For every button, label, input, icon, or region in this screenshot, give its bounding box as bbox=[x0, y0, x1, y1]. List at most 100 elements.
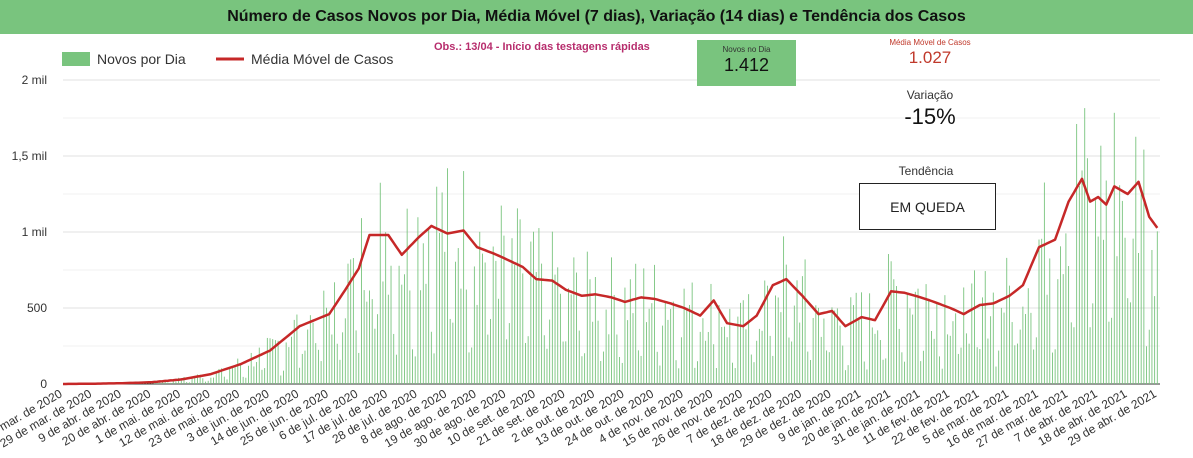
bar bbox=[1108, 321, 1110, 384]
bar bbox=[664, 301, 666, 384]
bar bbox=[1095, 200, 1096, 384]
bar bbox=[234, 366, 236, 384]
bar bbox=[283, 370, 284, 384]
bar bbox=[441, 192, 443, 384]
card-tendencia-value: EM QUEDA bbox=[859, 183, 996, 230]
bar bbox=[269, 338, 271, 384]
bar bbox=[323, 290, 325, 384]
bar bbox=[904, 361, 906, 384]
bar bbox=[562, 341, 564, 384]
bar bbox=[1089, 327, 1091, 384]
bar bbox=[460, 288, 462, 384]
bar bbox=[847, 365, 849, 384]
bar bbox=[506, 339, 508, 384]
bar bbox=[1025, 313, 1027, 384]
bar bbox=[769, 335, 771, 384]
bar bbox=[963, 287, 965, 384]
bar bbox=[559, 293, 561, 384]
bar bbox=[277, 340, 279, 384]
bar bbox=[1014, 345, 1016, 384]
bar bbox=[1140, 194, 1142, 384]
bar bbox=[648, 308, 650, 384]
legend-label-media: Média Móvel de Casos bbox=[251, 51, 393, 67]
bar bbox=[170, 382, 171, 384]
bar bbox=[995, 366, 997, 384]
bar bbox=[971, 283, 973, 384]
bar bbox=[463, 171, 465, 384]
bar bbox=[1154, 296, 1156, 384]
bar bbox=[990, 316, 992, 384]
bar bbox=[1092, 303, 1094, 384]
bar bbox=[748, 294, 750, 384]
bar bbox=[503, 235, 505, 384]
bar bbox=[280, 375, 282, 384]
bar bbox=[1038, 239, 1040, 384]
bar bbox=[414, 356, 416, 384]
bar bbox=[285, 342, 287, 384]
y-tick-label: 500 bbox=[27, 301, 47, 315]
bar bbox=[240, 364, 241, 384]
bar bbox=[484, 262, 486, 384]
bar bbox=[1065, 233, 1067, 384]
card-variacao-label: Variação bbox=[906, 88, 954, 102]
y-tick-label: 1 mil bbox=[22, 225, 47, 239]
bar bbox=[573, 257, 575, 384]
bar bbox=[449, 318, 451, 384]
bar bbox=[1041, 238, 1043, 384]
bar bbox=[826, 350, 828, 384]
bar bbox=[987, 338, 989, 384]
bar bbox=[1081, 170, 1083, 384]
bar bbox=[352, 258, 354, 384]
bar bbox=[791, 341, 793, 384]
bar bbox=[885, 358, 887, 384]
bar bbox=[788, 337, 790, 384]
bar bbox=[842, 345, 844, 384]
bar bbox=[732, 362, 733, 384]
bar bbox=[820, 336, 822, 384]
bar bbox=[726, 337, 728, 384]
bar bbox=[627, 320, 629, 384]
bar bbox=[866, 369, 868, 384]
y-tick-label: 1,5 mil bbox=[12, 149, 47, 163]
bar bbox=[320, 361, 322, 384]
bar bbox=[871, 327, 873, 384]
bar bbox=[1035, 337, 1037, 384]
bar bbox=[602, 351, 604, 384]
bar bbox=[1046, 294, 1048, 384]
bar bbox=[447, 168, 448, 384]
bar bbox=[931, 331, 932, 384]
bar bbox=[570, 294, 572, 384]
bar bbox=[183, 376, 185, 384]
bar bbox=[409, 290, 411, 384]
bar bbox=[258, 347, 260, 384]
bar bbox=[659, 365, 661, 384]
bar bbox=[955, 313, 957, 384]
bar bbox=[1129, 302, 1131, 384]
bar bbox=[490, 318, 491, 384]
bar bbox=[1060, 246, 1061, 384]
bar bbox=[1116, 256, 1118, 384]
bar bbox=[180, 380, 182, 384]
bar bbox=[390, 265, 392, 384]
bar bbox=[801, 276, 803, 384]
bar bbox=[444, 251, 446, 384]
bar bbox=[887, 254, 889, 384]
bar bbox=[237, 358, 239, 384]
bar bbox=[984, 271, 986, 384]
bar bbox=[175, 381, 177, 384]
bar bbox=[761, 330, 763, 384]
bar bbox=[1097, 236, 1099, 384]
bar bbox=[1084, 108, 1086, 385]
bar bbox=[594, 277, 596, 384]
bar bbox=[998, 350, 1000, 384]
bar bbox=[702, 318, 704, 384]
bar bbox=[1111, 317, 1113, 384]
bar bbox=[393, 333, 395, 384]
bar bbox=[632, 313, 634, 384]
bar bbox=[584, 353, 586, 384]
bar bbox=[893, 279, 895, 384]
bar bbox=[783, 236, 785, 384]
bar bbox=[360, 218, 362, 384]
bar bbox=[836, 308, 838, 384]
bar bbox=[619, 356, 621, 384]
